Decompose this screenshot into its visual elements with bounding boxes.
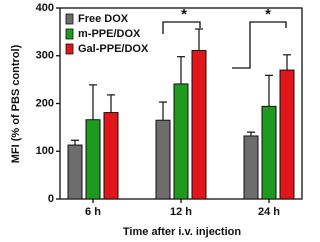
- bar: [191, 49, 207, 200]
- significance-brackets: [162, 21, 287, 69]
- bracket: [232, 21, 287, 69]
- legend-label: Free DOX: [78, 13, 129, 25]
- bracket: [162, 21, 201, 34]
- bar: [67, 144, 83, 200]
- x-tick-label: 24 h: [258, 206, 280, 218]
- y-tick-label: 200: [36, 97, 54, 109]
- bar: [103, 112, 119, 200]
- legend-swatch: [65, 28, 74, 40]
- y-tick-label: 100: [36, 145, 54, 157]
- bar: [155, 119, 171, 200]
- bar: [279, 69, 295, 200]
- x-axis-label: Time after i.v. injection: [123, 226, 241, 238]
- bar: [173, 83, 189, 200]
- legend-label: Gal-PPE/DOX: [78, 43, 149, 55]
- y-axis-label: MFI (% of PBS control): [10, 44, 22, 163]
- bar: [243, 135, 259, 200]
- significance-star: *: [181, 6, 187, 23]
- bar: [85, 119, 101, 200]
- y-tick-label: 300: [36, 50, 54, 62]
- y-tick-label: 400: [36, 2, 54, 14]
- legend-label: m-PPE/DOX: [78, 28, 141, 40]
- chart: MFI (% of PBS control) Time after i.v. i…: [10, 2, 303, 238]
- legend-swatch: [65, 13, 74, 25]
- legend-swatch: [65, 43, 74, 55]
- bar: [261, 105, 277, 200]
- x-tick-label: 12 h: [170, 206, 192, 218]
- x-tick-label: 6 h: [85, 206, 101, 218]
- y-tick-label: 0: [48, 193, 54, 205]
- significance-star: *: [265, 6, 271, 23]
